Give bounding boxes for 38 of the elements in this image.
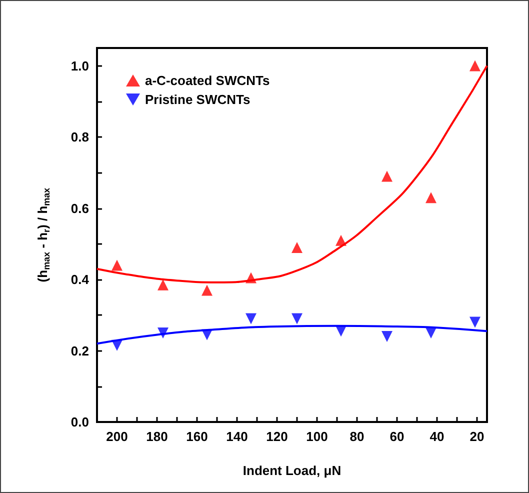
- x-tick-label: 160: [186, 429, 208, 444]
- point: [382, 170, 392, 182]
- x-tick-label: 80: [350, 429, 364, 444]
- x-tick-label: 180: [146, 429, 168, 444]
- legend-label: Pristine SWCNTs: [145, 92, 250, 107]
- point: [202, 329, 212, 340]
- point: [382, 331, 392, 342]
- point: [336, 234, 346, 246]
- point: [426, 327, 436, 338]
- y-tick-label: 0.4: [70, 272, 90, 288]
- x-tick-label: 60: [390, 429, 404, 444]
- x-tick-label: 100: [306, 429, 328, 444]
- x-axis-title: Indent Load, μN: [242, 463, 342, 478]
- legend-label: a-C-coated SWCNTs: [145, 73, 270, 88]
- x-tick-label: 140: [226, 429, 248, 444]
- point: [112, 340, 122, 351]
- point: [246, 272, 256, 284]
- y-tick-label: 1.0: [70, 58, 89, 74]
- point: [246, 313, 256, 324]
- point: [202, 284, 212, 296]
- x-tick-label: 200: [106, 429, 128, 444]
- point: [292, 313, 302, 324]
- y-tick-label: 0.2: [70, 343, 89, 358]
- y-tick-label: 0.6: [70, 200, 89, 216]
- y-axis-title: (hmax - hr) / hmax: [35, 188, 52, 282]
- x-tick-label: 40: [430, 429, 444, 444]
- x-tick-label: 120: [266, 429, 288, 444]
- point: [292, 242, 302, 253]
- point: [158, 279, 168, 290]
- point: [470, 60, 480, 72]
- x-tick-label: 20: [470, 429, 484, 444]
- point: [112, 260, 122, 271]
- point: [336, 326, 346, 337]
- point: [426, 192, 436, 204]
- point: [158, 327, 168, 338]
- y-tick-label: 0.8: [70, 130, 89, 145]
- y-tick-label: 0.0: [70, 414, 89, 430]
- point: [470, 316, 480, 328]
